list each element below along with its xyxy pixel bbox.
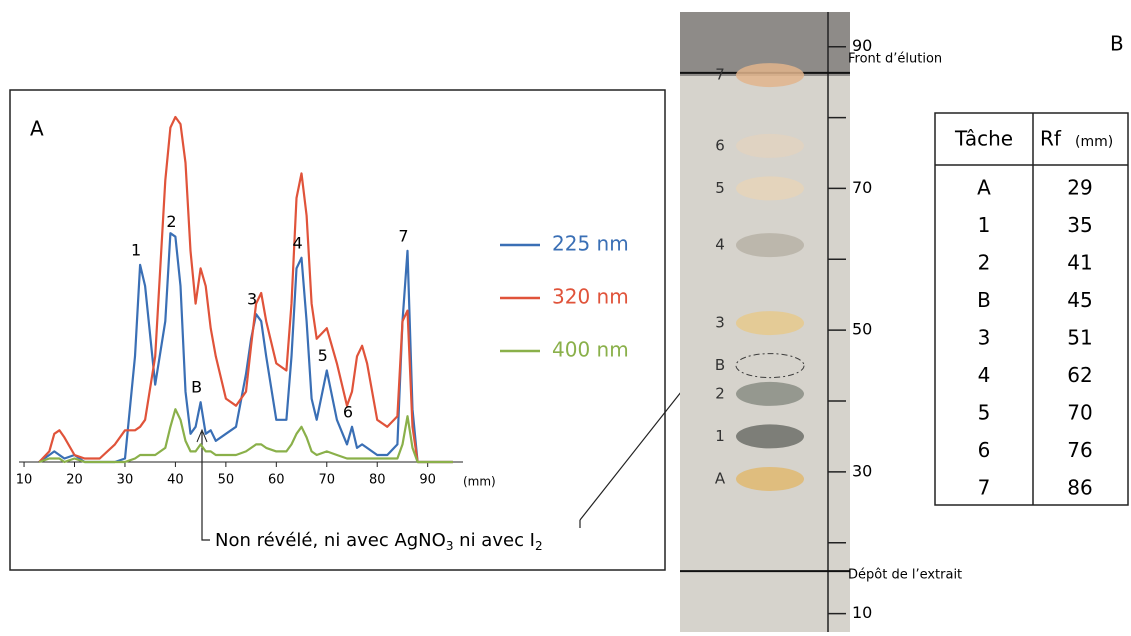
x-tick-label: 80 [369, 473, 386, 488]
spot-label: 1 [715, 427, 725, 445]
x-tick-label: 60 [268, 473, 285, 488]
plate-spot [736, 176, 804, 201]
x-tick-label: 70 [318, 473, 335, 488]
annotation-part: Non révélé, ni avec AgNO [215, 530, 446, 551]
scale-label: 30 [852, 461, 872, 480]
data-line [38, 232, 453, 464]
plate-spot [735, 353, 805, 379]
spot-label: B [715, 356, 725, 374]
peak-label: 6 [343, 402, 353, 421]
table-header-unit: (mm) [1075, 134, 1113, 150]
plate-spot [736, 133, 804, 158]
table-cell: 5 [978, 401, 991, 425]
table-cell: 6 [978, 438, 991, 462]
table-cell: 1 [978, 213, 991, 237]
plate-deposit-label: Dépôt de l’extrait [848, 568, 962, 583]
legend-label: 225 nm [552, 232, 629, 256]
table-cell: 3 [978, 326, 991, 350]
table-cell: 41 [1067, 251, 1092, 275]
peak-label: B [191, 378, 202, 397]
table-cell: 45 [1067, 288, 1092, 312]
spot-label: 5 [715, 179, 725, 197]
spot-label: 4 [715, 236, 725, 254]
table-cell: B [977, 288, 991, 312]
table-header: Rf [1040, 127, 1062, 151]
panel-label: B [1110, 32, 1124, 56]
plate-spot [736, 466, 804, 491]
annotation-bg [210, 528, 590, 554]
x-tick-label: 30 [117, 473, 134, 488]
peak-label: 7 [398, 226, 408, 245]
annotation-part: 3 [446, 539, 454, 553]
spot-label: A [715, 469, 726, 487]
legend-label: 320 nm [552, 285, 629, 309]
table-cell: A [977, 176, 991, 200]
data-line [38, 408, 453, 464]
plate-front-label: Front d’élution [848, 51, 942, 66]
scale-label: 10 [852, 603, 872, 622]
panel-label: A [30, 117, 44, 141]
x-unit-label: (mm) [463, 475, 496, 489]
plate-spot [736, 424, 804, 449]
x-tick-label: 40 [167, 473, 184, 488]
annotation: Non révélé, ni avec AgNO3 ni avec I2 [215, 530, 543, 553]
table-cell: 86 [1067, 476, 1092, 500]
scale-label: 70 [852, 178, 872, 197]
table-cell: 7 [978, 476, 991, 500]
x-tick-label: 50 [218, 473, 235, 488]
legend-label: 400 nm [552, 338, 629, 362]
table-cell: 2 [978, 251, 991, 275]
plate-spot [736, 63, 804, 88]
table-cell: 70 [1067, 401, 1092, 425]
table-cell: 4 [978, 363, 991, 387]
annotation-part: ni avec I [453, 530, 535, 551]
table-header: Tâche [954, 127, 1013, 151]
spot-label: 2 [715, 384, 725, 402]
x-tick-label: 10 [16, 473, 33, 488]
plate-spot [736, 233, 804, 258]
arrow-head [196, 428, 208, 443]
table-cell: 35 [1067, 213, 1092, 237]
data-line [38, 115, 453, 464]
x-tick-label: 90 [419, 473, 436, 488]
plate-spot [736, 311, 804, 336]
table-cell: 51 [1067, 326, 1092, 350]
scale-label: 90 [852, 36, 872, 55]
panel-a-frame [9, 89, 666, 571]
spot-label: 7 [715, 66, 725, 84]
scale-label: 50 [852, 320, 872, 339]
peak-label: 2 [166, 212, 176, 231]
spot-label: 3 [715, 314, 725, 332]
peak-label: 5 [318, 346, 328, 365]
table-cell: 62 [1067, 363, 1092, 387]
table-cell: 76 [1067, 438, 1092, 462]
table-cell: 29 [1067, 176, 1092, 200]
spot-label: 6 [715, 136, 725, 154]
peak-label: 1 [131, 240, 141, 259]
x-tick-label: 20 [66, 473, 83, 488]
peak-label: 4 [292, 233, 302, 252]
peak-label: 3 [247, 290, 257, 309]
table-frame [934, 112, 1129, 506]
annotation-part: 2 [535, 539, 543, 553]
annotation-bracket [201, 432, 581, 541]
plate-spot [736, 381, 804, 406]
